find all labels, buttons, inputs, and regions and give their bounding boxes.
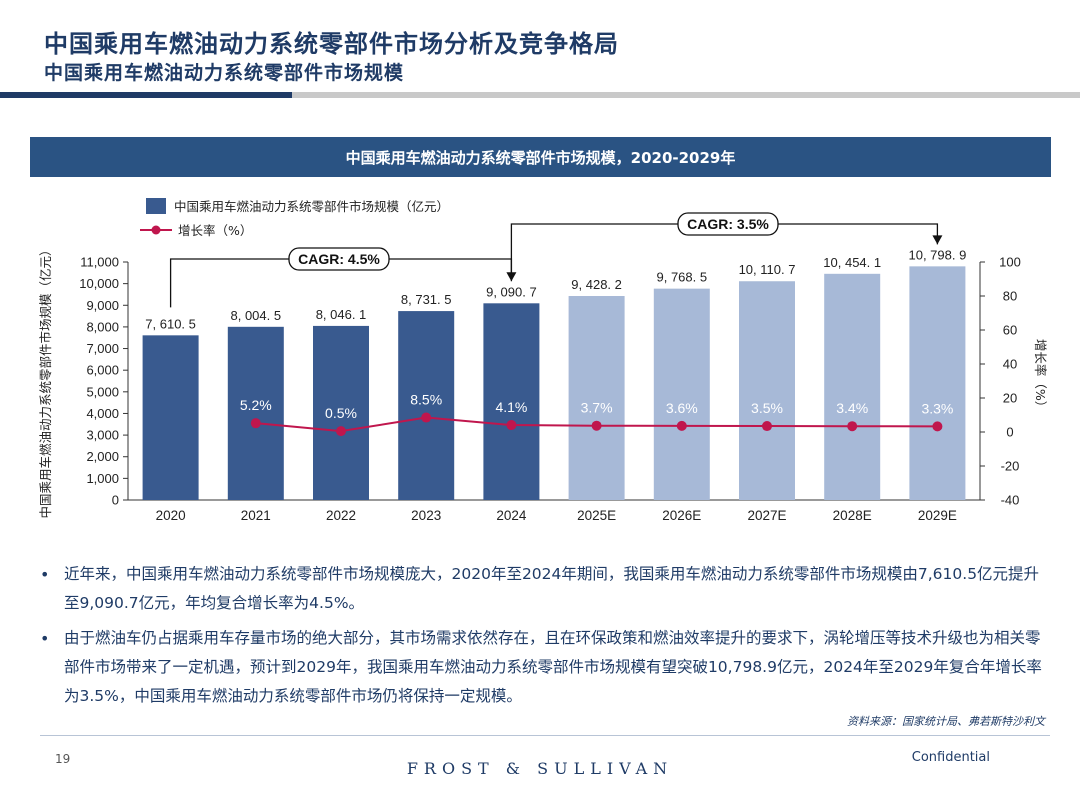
arrow-head — [932, 235, 943, 245]
bar-value-label: 8, 004. 5 — [230, 308, 281, 323]
x-tick-label: 2020 — [156, 508, 186, 523]
growth-rate-label: 5.2% — [240, 397, 272, 413]
right-tick-label: 60 — [1003, 323, 1017, 338]
y-axis-title: 中国乘用车燃油动力系统零部件市场规模（亿元） — [38, 243, 53, 518]
bar — [227, 326, 284, 500]
left-tick-label: 9,000 — [86, 298, 119, 313]
x-tick-label: 2025E — [577, 508, 616, 523]
bar — [313, 325, 369, 500]
growth-rate-point — [506, 420, 517, 431]
left-tick-label: 1,000 — [86, 471, 119, 486]
left-tick-label: 7,000 — [86, 341, 119, 356]
bar — [824, 273, 881, 500]
bullet-text: 近年来，中国乘用车燃油动力系统零部件市场规模庞大，2020年至2024年期间，我… — [64, 565, 1040, 612]
x-tick-label: 2027E — [747, 508, 786, 523]
legend-label-line: 增长率（%） — [178, 223, 252, 238]
y2-axis-title: 增长率（%） — [1033, 339, 1048, 413]
bar-value-label: 7, 610. 5 — [145, 316, 196, 331]
growth-rate-point — [250, 418, 261, 429]
x-tick-label: 2021 — [241, 508, 271, 523]
right-tick-label: -20 — [1001, 459, 1020, 474]
growth-rate-label: 3.4% — [836, 400, 868, 416]
title-divider-accent — [0, 92, 292, 98]
growth-rate-label: 3.7% — [581, 400, 613, 416]
x-tick-label: 2029E — [918, 508, 957, 523]
x-tick-label: 2022 — [326, 508, 356, 523]
growth-rate-label: 8.5% — [410, 392, 442, 408]
chart-banner: 中国乘用车燃油动力系统零部件市场规模，2020-2029年 — [30, 137, 1051, 177]
bullet-marker: • — [40, 565, 50, 584]
growth-rate-point — [591, 420, 602, 431]
bullet-paragraph: • 近年来，中国乘用车燃油动力系统零部件市场规模庞大，2020年至2024年期间… — [40, 560, 1050, 618]
bullet-marker: • — [40, 629, 50, 648]
x-tick-label: 2026E — [662, 508, 701, 523]
x-tick-label: 2024 — [496, 508, 527, 523]
bar — [398, 311, 455, 500]
growth-rate-label: 3.5% — [751, 400, 783, 416]
confidential-label: Confidential — [911, 750, 990, 765]
growth-rate-point — [336, 426, 346, 437]
growth-rate-label: 0.5% — [325, 405, 357, 421]
left-tick-label: 0 — [112, 493, 119, 508]
growth-rate-label: 3.6% — [666, 400, 698, 416]
legend-swatch-point — [151, 225, 161, 235]
page-subtitle: 中国乘用车燃油动力系统零部件市场规模 — [44, 62, 405, 84]
cagr-callout — [288, 247, 390, 271]
right-tick-label: 100 — [999, 255, 1021, 270]
bar-value-label: 9, 428. 2 — [571, 277, 622, 292]
cagr-label: CAGR: 3.5% — [687, 216, 769, 232]
left-tick-label: 4,000 — [86, 406, 119, 421]
bar — [568, 296, 625, 500]
growth-rate-point — [847, 421, 858, 432]
left-tick-label: 10,000 — [79, 276, 119, 291]
left-tick-label: 6,000 — [86, 363, 119, 378]
bar-value-label: 10, 454. 1 — [823, 255, 881, 270]
x-tick-label: 2023 — [411, 508, 441, 523]
page-title: 中国乘用车燃油动力系统零部件市场分析及竞争格局 — [44, 30, 619, 58]
left-tick-label: 8,000 — [86, 319, 119, 334]
growth-rate-point — [676, 420, 687, 431]
growth-rate-point — [932, 421, 943, 432]
footer-divider — [40, 735, 1050, 736]
bullet-text: 由于燃油车仍占据乘用车存量市场的绝大部分，其市场需求依然存在，且在环保政策和燃油… — [64, 629, 1042, 705]
bar-value-label: 9, 090. 7 — [486, 284, 537, 299]
bar — [909, 266, 966, 500]
bar-value-label: 8, 046. 1 — [316, 307, 367, 322]
bar — [142, 335, 199, 500]
bar-value-label: 10, 798. 9 — [908, 247, 966, 262]
market-size-chart: 0 1,000 2,000 3,000 4,000 5,000 6,000 7,000 8,00… — [38, 198, 1048, 523]
brand-logo: FROST & SULLIVAN — [406, 759, 674, 778]
source-note: 资料来源：国家统计局、弗若斯特沙利文 — [847, 715, 1045, 728]
bar-value-label: 8, 731. 5 — [401, 292, 452, 307]
right-tick-label: 40 — [1003, 357, 1017, 372]
arrow-head — [506, 272, 517, 282]
bar — [653, 288, 710, 500]
legend-swatch-bar — [146, 198, 166, 214]
x-tick-label: 2028E — [833, 508, 872, 523]
legend-label-bar: 中国乘用车燃油动力系统零部件市场规模（亿元） — [174, 199, 449, 214]
bullet-paragraph: • 由于燃油车仍占据乘用车存量市场的绝大部分，其市场需求依然存在，且在环保政策和… — [40, 624, 1050, 711]
right-tick-label: 80 — [1003, 289, 1017, 304]
bar — [483, 303, 540, 500]
right-tick-label: -40 — [1001, 493, 1020, 508]
bar-value-label: 9, 768. 5 — [656, 270, 707, 285]
bar-value-label: 10, 110. 7 — [739, 262, 796, 277]
right-tick-label: 20 — [1003, 391, 1017, 406]
growth-rate-label: 3.3% — [921, 400, 953, 416]
page-number: 19 — [55, 752, 71, 766]
bar — [739, 281, 795, 500]
cagr-label: CAGR: 4.5% — [298, 251, 380, 267]
left-tick-label: 2,000 — [86, 449, 119, 464]
growth-rate-label: 4.1% — [495, 399, 527, 415]
left-tick-label: 5,000 — [86, 384, 119, 399]
left-tick-label: 11,000 — [80, 255, 119, 270]
left-tick-label: 3,000 — [86, 428, 119, 443]
growth-rate-point — [762, 421, 772, 432]
title-divider — [292, 92, 1080, 98]
right-tick-label: 0 — [1006, 425, 1013, 440]
growth-rate-point — [421, 412, 432, 423]
cagr-callout — [677, 212, 779, 236]
